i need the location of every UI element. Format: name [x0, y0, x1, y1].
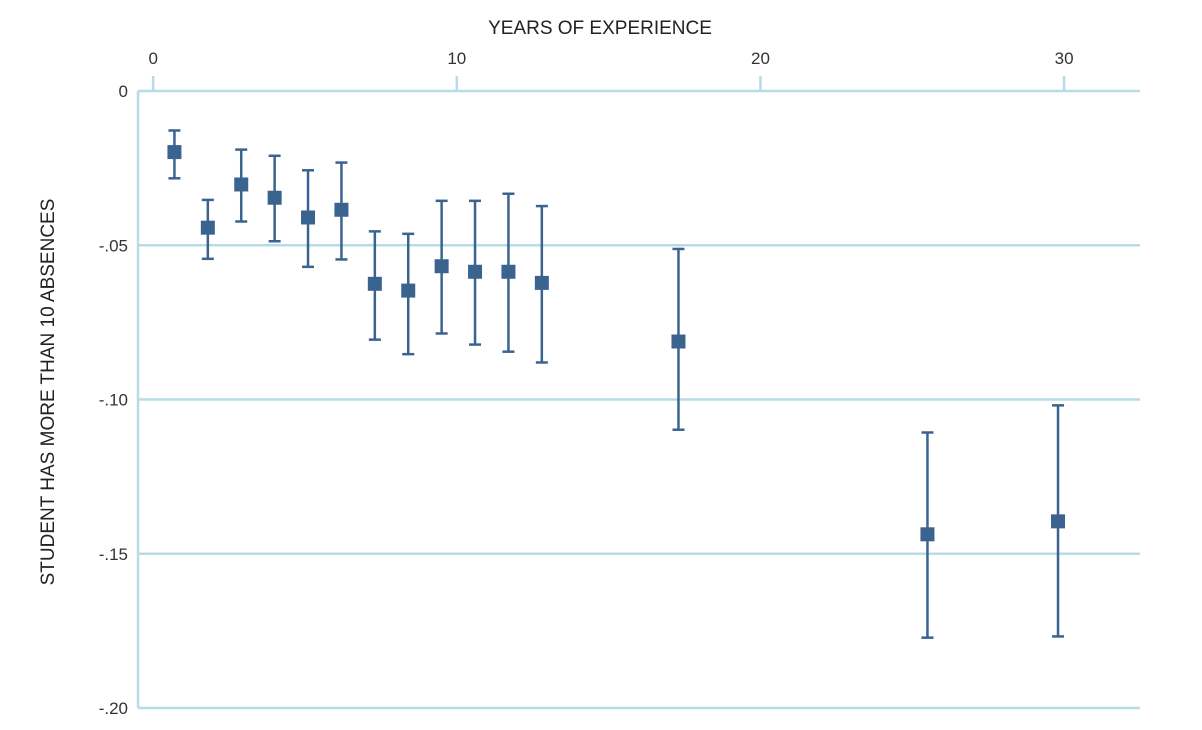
- point-estimate-marker: [367, 276, 382, 291]
- points-layer: [167, 145, 1066, 542]
- y-tick-label: -.20: [99, 699, 128, 718]
- point-estimate-marker: [1051, 514, 1066, 529]
- y-tick-label: -.05: [99, 236, 128, 255]
- axes-layer: 0 -.05 -.10 -.15 -.20 0 10 20 30: [99, 49, 1074, 718]
- x-tick-label: 20: [751, 49, 770, 68]
- point-estimate-marker: [267, 190, 282, 205]
- point-estimate-marker: [468, 264, 483, 279]
- x-tick-label: 30: [1055, 49, 1074, 68]
- x-tick-label: 10: [447, 49, 466, 68]
- point-estimate-marker: [920, 527, 935, 542]
- point-estimate-marker: [234, 177, 249, 192]
- y-tick-label: -.15: [99, 545, 128, 564]
- y-tick-label: 0: [119, 82, 128, 101]
- x-tick-label: 0: [148, 49, 157, 68]
- point-estimate-marker: [301, 210, 316, 225]
- y-axis-title: STUDENT HAS MORE THAN 10 ABSENCES: [38, 199, 59, 586]
- point-estimate-marker: [200, 220, 215, 235]
- point-estimate-marker: [501, 264, 516, 279]
- point-estimate-marker: [401, 283, 416, 298]
- x-axis-title: YEARS OF EXPERIENCE: [488, 18, 712, 39]
- point-estimate-marker: [534, 275, 549, 290]
- point-estimate-marker: [434, 259, 449, 274]
- point-estimate-marker: [167, 145, 182, 160]
- point-estimate-marker: [671, 334, 686, 349]
- error-bars-layer: [168, 129, 1065, 639]
- y-tick-label: -.10: [99, 391, 128, 410]
- grid-layer: [138, 89, 1140, 710]
- point-estimate-marker: [334, 202, 349, 217]
